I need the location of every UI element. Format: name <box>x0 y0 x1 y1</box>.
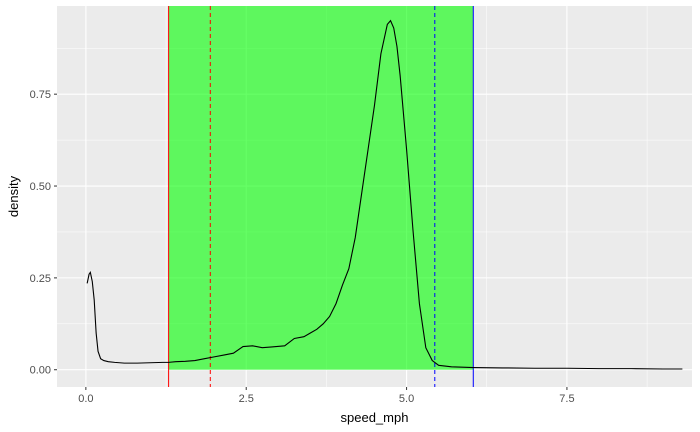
x-tick-label: 0.0 <box>78 393 93 405</box>
x-tick-label: 2.5 <box>239 393 254 405</box>
highlight-band <box>168 6 474 370</box>
x-tick-label: 5.0 <box>399 393 414 405</box>
y-tick-label: 0.50 <box>30 181 51 193</box>
vertical-lines <box>168 6 474 387</box>
x-axis-title: speed_mph <box>341 410 409 425</box>
x-axis-ticks: 0.0 2.5 5.0 7.5 <box>78 387 575 405</box>
density-curve <box>86 19 683 370</box>
y-axis-title: density <box>6 175 21 217</box>
y-axis-ticks: 0.00 0.25 0.50 0.75 <box>30 89 57 377</box>
y-tick-label: 0.75 <box>30 89 51 101</box>
y-tick-label: 0.00 <box>30 365 51 377</box>
y-tick-label: 0.25 <box>30 273 51 285</box>
x-tick-label: 7.5 <box>559 393 574 405</box>
